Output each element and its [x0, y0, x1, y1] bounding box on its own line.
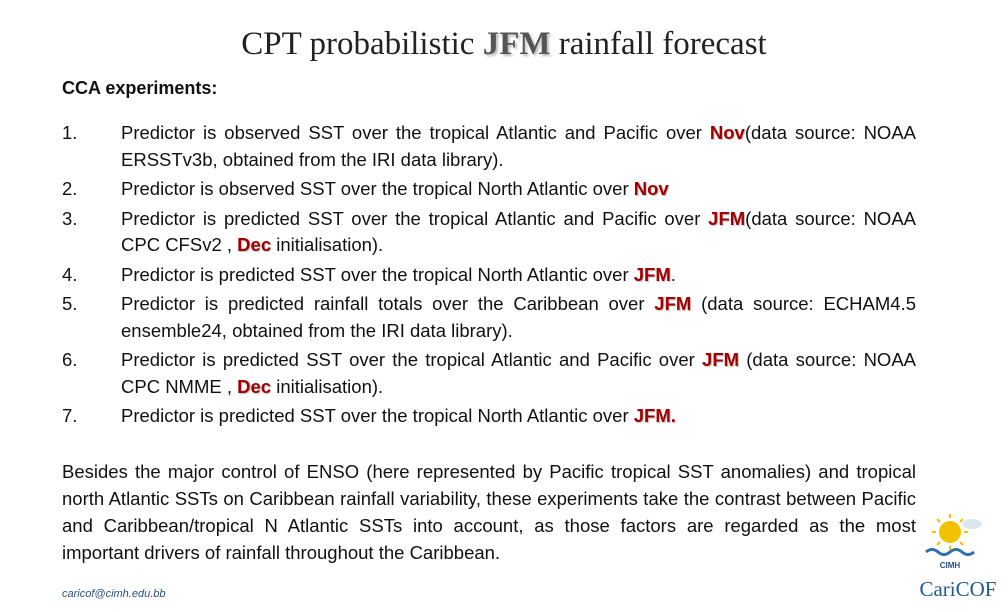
item-emphasis: Dec	[237, 375, 272, 397]
item-run: (data source: NOAA CPC CFSv2 ,	[121, 207, 916, 256]
list-item: 6. Predictor is predicted SST over the tr…	[62, 347, 916, 400]
item-emphasis: JFM	[654, 293, 692, 314]
logo-sun	[939, 521, 961, 543]
item-emphasis: JFM.	[633, 405, 676, 426]
list-item: 3. Predictor is predicted SST over the tr…	[62, 206, 916, 259]
list-item: 5. Predictor is predicted rainfall totals…	[62, 291, 916, 344]
item-run: Predictor is observed SST over the tropi…	[121, 178, 634, 199]
list-item: 7. Predictor is predicted SST over the tr…	[62, 403, 916, 430]
item-run: (data source: NOAA CPC NMME ,	[121, 349, 916, 397]
item-text: Predictor is predicted rainfall totals o…	[121, 291, 916, 344]
item-run: Predictor is observed SST over the tropi…	[121, 122, 710, 143]
footer-email: caricof@cimh.edu.bb	[62, 588, 166, 600]
title-emphasis: JFM	[482, 26, 551, 62]
item-text: Predictor is predicted SST over the trop…	[121, 262, 916, 289]
subtitle: CCA experiments:	[62, 78, 218, 98]
paragraph: Besides the major control of ENSO (here …	[62, 461, 916, 563]
item-emphasis: JFM	[633, 263, 671, 285]
item-run: Predictor is predicted SST over the trop…	[121, 405, 634, 426]
list-item: 1. Predictor is observed SST over the tro…	[62, 120, 916, 173]
item-run: initialisation).	[271, 375, 384, 397]
item-number: 1.	[62, 122, 78, 143]
experiment-list: 1. Predictor is observed SST over the tro…	[62, 120, 916, 433]
item-text: Predictor is predicted SST over the trop…	[121, 403, 916, 430]
item-run: (data source: ECHAM4.5 ensemble24, obtai…	[121, 293, 916, 341]
item-emphasis: Dec	[237, 234, 272, 255]
item-run: Predictor is predicted SST over the trop…	[121, 207, 709, 229]
logo-wave	[925, 548, 975, 556]
title-text: rainfall forecast	[550, 26, 767, 62]
item-text: Predictor is observed SST over the tropi…	[121, 176, 916, 203]
item-run: (data source: NOAA ERSSTv3b, obtained fr…	[121, 122, 916, 170]
item-run: Predictor is predicted rainfall totals o…	[121, 293, 655, 314]
item-run: Predictor is predicted SST over the trop…	[121, 349, 703, 370]
item-number: 7.	[62, 405, 78, 426]
item-emphasis: Nov	[633, 178, 669, 199]
logo-cloud	[962, 519, 982, 529]
item-text: Predictor is predicted SST over the trop…	[121, 347, 916, 400]
title-text: CPT probabilistic	[241, 26, 483, 62]
logo-rays	[932, 514, 968, 550]
logo-bottom-text: CariCOF	[919, 577, 996, 601]
item-number: 5.	[62, 293, 78, 314]
item-number: 4.	[62, 263, 78, 285]
list-item: 4. Predictor is predicted SST over the tr…	[62, 262, 916, 289]
item-run: initialisation).	[271, 234, 384, 255]
logo: CIMH CariCOF	[919, 514, 997, 601]
item-text: Predictor is predicted SST over the trop…	[121, 206, 916, 259]
item-emphasis: JFM	[708, 207, 746, 229]
title: CPT probabilistic JFM rainfall forecast	[0, 26, 1008, 63]
item-text: Predictor is observed SST over the tropi…	[121, 120, 916, 173]
item-number: 3.	[62, 207, 78, 229]
item-emphasis: Nov	[709, 122, 745, 143]
item-run: .	[670, 263, 676, 285]
logo-top-text: CIMH	[940, 561, 961, 570]
item-emphasis: JFM	[702, 349, 740, 370]
item-run: Predictor is predicted SST over the trop…	[121, 263, 634, 285]
list-item: 2. Predictor is observed SST over the tro…	[62, 176, 916, 203]
item-number: 6.	[62, 349, 78, 370]
item-number: 2.	[62, 178, 78, 199]
